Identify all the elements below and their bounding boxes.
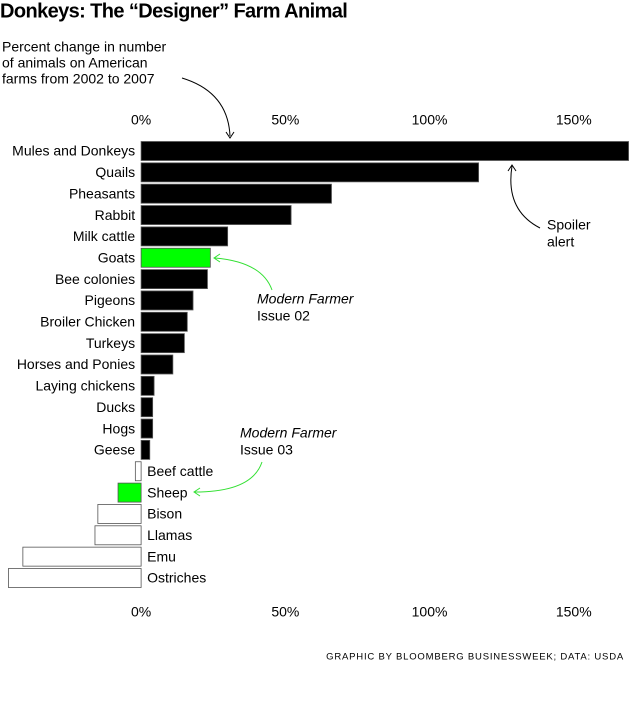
arrow-head bbox=[225, 131, 235, 139]
bar bbox=[140, 183, 332, 204]
arrow-head bbox=[213, 253, 221, 263]
bar bbox=[140, 162, 479, 183]
bar bbox=[140, 205, 292, 225]
bar bbox=[140, 418, 154, 439]
bar bbox=[140, 269, 208, 290]
bar bbox=[140, 247, 211, 268]
category-label: Turkeys bbox=[86, 335, 135, 351]
annotation: Modern Farmer bbox=[257, 291, 355, 307]
category-label: Sheep bbox=[147, 484, 188, 500]
bar bbox=[140, 375, 155, 396]
category-label: Mules and Donkeys bbox=[12, 143, 135, 159]
arrow bbox=[181, 77, 231, 137]
bar bbox=[97, 504, 142, 524]
bar bbox=[140, 439, 151, 460]
x-tick-label: 100% bbox=[412, 112, 448, 128]
arrow bbox=[214, 257, 273, 291]
bar bbox=[140, 397, 154, 418]
bar bbox=[134, 461, 142, 482]
category-label: Ducks bbox=[96, 399, 135, 415]
category-label: Beef cattle bbox=[147, 463, 213, 479]
bar bbox=[117, 482, 142, 503]
category-label: Pigeons bbox=[85, 292, 136, 308]
category-label: Bee colonies bbox=[55, 271, 135, 287]
arrow bbox=[510, 165, 541, 229]
bar bbox=[140, 311, 188, 332]
category-label: Hogs bbox=[102, 420, 135, 436]
annotation: Spoiler bbox=[547, 217, 591, 233]
chart-title: Donkeys: The “Designer” Farm Animal bbox=[0, 0, 347, 22]
category-label: Pheasants bbox=[69, 185, 135, 201]
category-label: Geese bbox=[94, 442, 135, 458]
arrow bbox=[194, 461, 263, 493]
category-label: Ostriches bbox=[147, 570, 206, 586]
category-label: Emu bbox=[147, 548, 176, 564]
category-label: Quails bbox=[95, 164, 135, 180]
category-label: Milk cattle bbox=[73, 228, 135, 244]
category-label: Goats bbox=[98, 249, 135, 265]
annotation: alert bbox=[547, 234, 574, 250]
source: GRAPHIC BY BLOOMBERG BUSINESSWEEK; DATA:… bbox=[326, 652, 624, 663]
subtitle: of animals on American bbox=[2, 55, 148, 71]
category-label: Broiler Chicken bbox=[40, 314, 135, 330]
x-tick-label: 50% bbox=[271, 604, 299, 620]
x-tick-label: 100% bbox=[412, 604, 448, 620]
bar bbox=[140, 354, 174, 375]
x-tick-label: 50% bbox=[271, 112, 299, 128]
x-tick-label: 150% bbox=[556, 604, 592, 620]
category-label: Bison bbox=[147, 506, 182, 522]
bar bbox=[140, 333, 185, 354]
x-tick-label: 0% bbox=[131, 112, 151, 128]
bar bbox=[140, 226, 229, 247]
subtitle: Percent change in number bbox=[2, 39, 167, 55]
bar bbox=[140, 141, 629, 161]
annotation: Issue 02 bbox=[257, 308, 310, 324]
category-label: Horses and Ponies bbox=[17, 356, 135, 372]
annotation: Issue 03 bbox=[240, 442, 293, 458]
bar bbox=[140, 290, 194, 311]
subtitle: farms from 2002 to 2007 bbox=[2, 71, 155, 87]
x-tick-label: 0% bbox=[131, 604, 151, 620]
bar bbox=[94, 525, 142, 546]
category-label: Llamas bbox=[147, 527, 192, 543]
bar bbox=[8, 568, 142, 588]
x-tick-label: 150% bbox=[556, 112, 592, 128]
arrow-head bbox=[193, 487, 201, 497]
annotation: Modern Farmer bbox=[240, 425, 338, 441]
bar bbox=[22, 546, 142, 567]
arrows bbox=[181, 77, 541, 497]
arrow-head bbox=[507, 164, 517, 172]
category-label: Rabbit bbox=[95, 207, 136, 223]
category-label: Laying chickens bbox=[35, 378, 135, 394]
